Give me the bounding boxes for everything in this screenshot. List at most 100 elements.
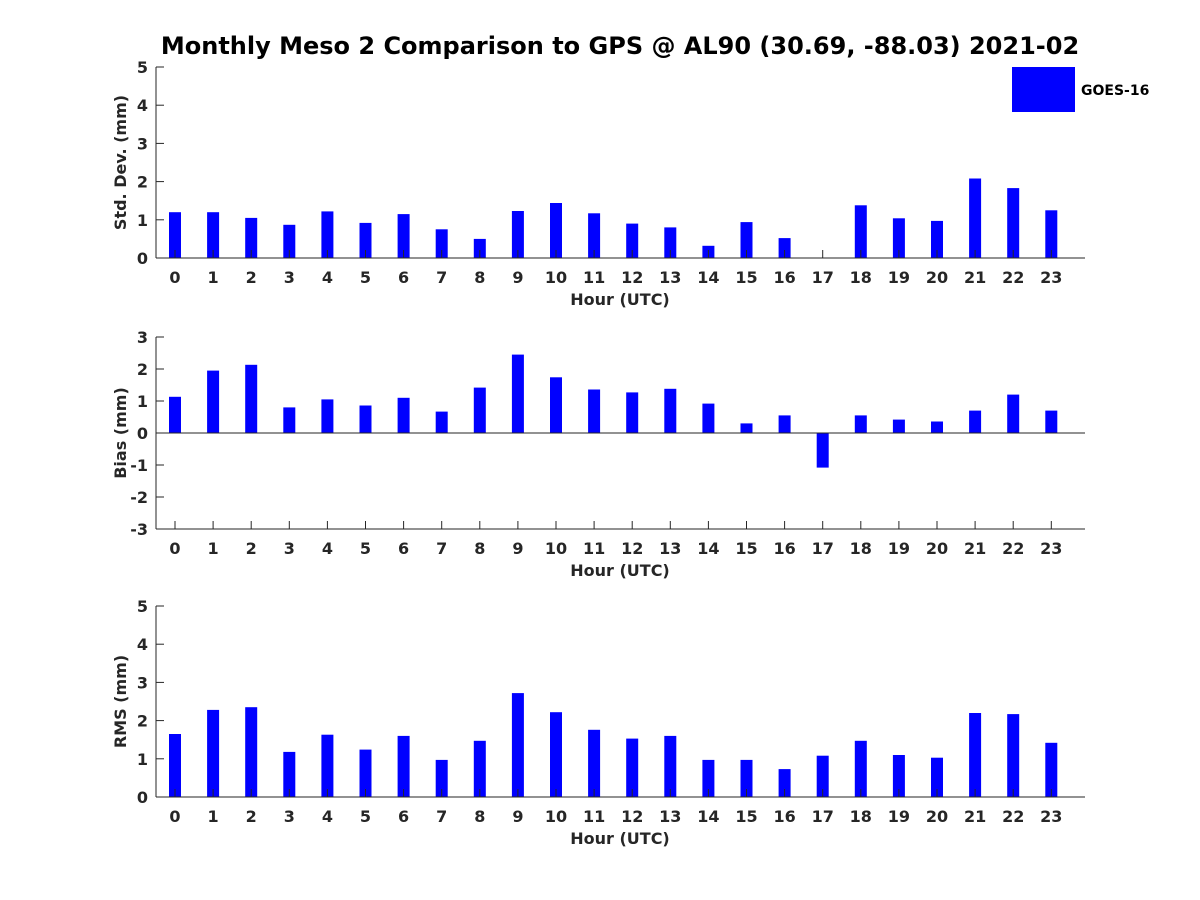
bar-hour-5 <box>359 405 372 433</box>
bar-hour-6 <box>397 735 410 797</box>
bar-hour-22 <box>1007 714 1020 797</box>
x-tick-label: 3 <box>284 539 295 558</box>
bar-hour-21 <box>969 178 982 258</box>
bar-hour-6 <box>397 397 410 433</box>
x-tick-label: 20 <box>926 539 948 558</box>
legend-label: GOES-16 <box>1081 83 1149 99</box>
x-tick-label: 5 <box>360 539 371 558</box>
y-tick-label: 5 <box>137 58 148 77</box>
x-tick-label: 11 <box>583 539 605 558</box>
bar-hour-20 <box>931 421 943 433</box>
y-tick-label: -2 <box>130 488 148 507</box>
bar-hour-8 <box>473 387 486 433</box>
x-tick-label: 5 <box>360 268 371 287</box>
bar-hour-8 <box>473 238 486 258</box>
x-tick-label: 19 <box>888 807 910 826</box>
y-tick-label: 3 <box>137 328 148 347</box>
x-tick-label: 1 <box>208 539 219 558</box>
bar-hour-15 <box>740 759 753 797</box>
bar-hour-13 <box>664 227 677 258</box>
x-tick-label: 16 <box>773 539 795 558</box>
bar-hour-18 <box>854 415 867 433</box>
x-tick-label: 19 <box>888 539 910 558</box>
legend: GOES-16 <box>1012 67 1149 112</box>
bar-hour-14 <box>702 759 715 797</box>
bar-hour-15 <box>740 423 753 433</box>
x-tick-label: 3 <box>284 807 295 826</box>
y-tick-label: 2 <box>137 173 148 192</box>
x-tick-label: 17 <box>812 268 834 287</box>
bar-hour-21 <box>969 713 982 797</box>
y-tick-label: 4 <box>137 635 148 654</box>
x-tick-label: 10 <box>545 807 567 826</box>
x-tick-label: 2 <box>246 807 257 826</box>
x-tick-label: 8 <box>474 807 485 826</box>
x-tick-label: 8 <box>474 539 485 558</box>
bar-hour-7 <box>435 411 448 433</box>
bar-hour-6 <box>397 214 410 258</box>
bar-hour-23 <box>1045 410 1058 433</box>
y-tick-label: 2 <box>137 712 148 731</box>
bar-hour-23 <box>1045 742 1058 797</box>
x-tick-label: 0 <box>169 807 180 826</box>
x-tick-label: 15 <box>735 807 757 826</box>
x-tick-label: 5 <box>360 807 371 826</box>
bar-hour-10 <box>550 377 562 433</box>
x-tick-label: 7 <box>436 807 447 826</box>
x-tick-label: 18 <box>850 539 872 558</box>
y-axis-label: Std. Dev. (mm) <box>111 95 130 230</box>
x-tick-label: 7 <box>436 539 447 558</box>
x-tick-label: 18 <box>850 268 872 287</box>
bar-hour-2 <box>245 364 258 433</box>
bar-hour-17 <box>816 755 829 797</box>
chart-title: Monthly Meso 2 Comparison to GPS @ AL90 … <box>161 32 1079 60</box>
bar-hour-2 <box>245 707 258 797</box>
bar-hour-4 <box>321 211 334 258</box>
bar-hour-7 <box>435 759 448 797</box>
bar-hour-15 <box>740 222 753 258</box>
y-tick-label: 0 <box>137 788 148 807</box>
x-tick-label: 6 <box>398 807 409 826</box>
bar-hour-10 <box>550 712 562 797</box>
bar-hour-9 <box>511 354 524 433</box>
x-tick-label: 6 <box>398 539 409 558</box>
bar-hour-13 <box>664 735 677 797</box>
x-tick-label: 21 <box>964 807 986 826</box>
y-tick-label: -1 <box>130 456 148 475</box>
x-tick-label: 20 <box>926 807 948 826</box>
x-tick-label: 1 <box>208 268 219 287</box>
x-tick-label: 21 <box>964 268 986 287</box>
y-tick-label: 0 <box>137 249 148 268</box>
bar-hour-20 <box>931 757 943 797</box>
bar-hour-14 <box>702 403 715 433</box>
bar-hour-18 <box>854 205 867 258</box>
x-tick-label: 13 <box>659 807 681 826</box>
x-tick-label: 22 <box>1002 807 1024 826</box>
x-tick-label: 0 <box>169 539 180 558</box>
x-axis-label: Hour (UTC) <box>570 829 670 848</box>
x-tick-label: 6 <box>398 268 409 287</box>
bar-hour-7 <box>435 229 448 258</box>
x-tick-label: 1 <box>208 807 219 826</box>
x-tick-label: 7 <box>436 268 447 287</box>
bar-hour-10 <box>550 203 562 258</box>
bar-hour-11 <box>588 729 601 797</box>
bar-hour-22 <box>1007 188 1020 258</box>
x-tick-label: 12 <box>621 539 643 558</box>
x-tick-label: 23 <box>1040 539 1062 558</box>
bar-hour-1 <box>207 212 220 258</box>
x-tick-label: 14 <box>697 807 719 826</box>
y-tick-label: 3 <box>137 673 148 692</box>
bar-hour-3 <box>283 407 296 433</box>
y-tick-label: 1 <box>137 392 148 411</box>
x-tick-label: 16 <box>773 807 795 826</box>
bar-hour-1 <box>207 370 220 433</box>
y-tick-label: 4 <box>137 96 148 115</box>
x-tick-label: 14 <box>697 268 719 287</box>
x-axis-label: Hour (UTC) <box>570 290 670 309</box>
bar-hour-16 <box>778 415 791 433</box>
x-tick-label: 11 <box>583 807 605 826</box>
